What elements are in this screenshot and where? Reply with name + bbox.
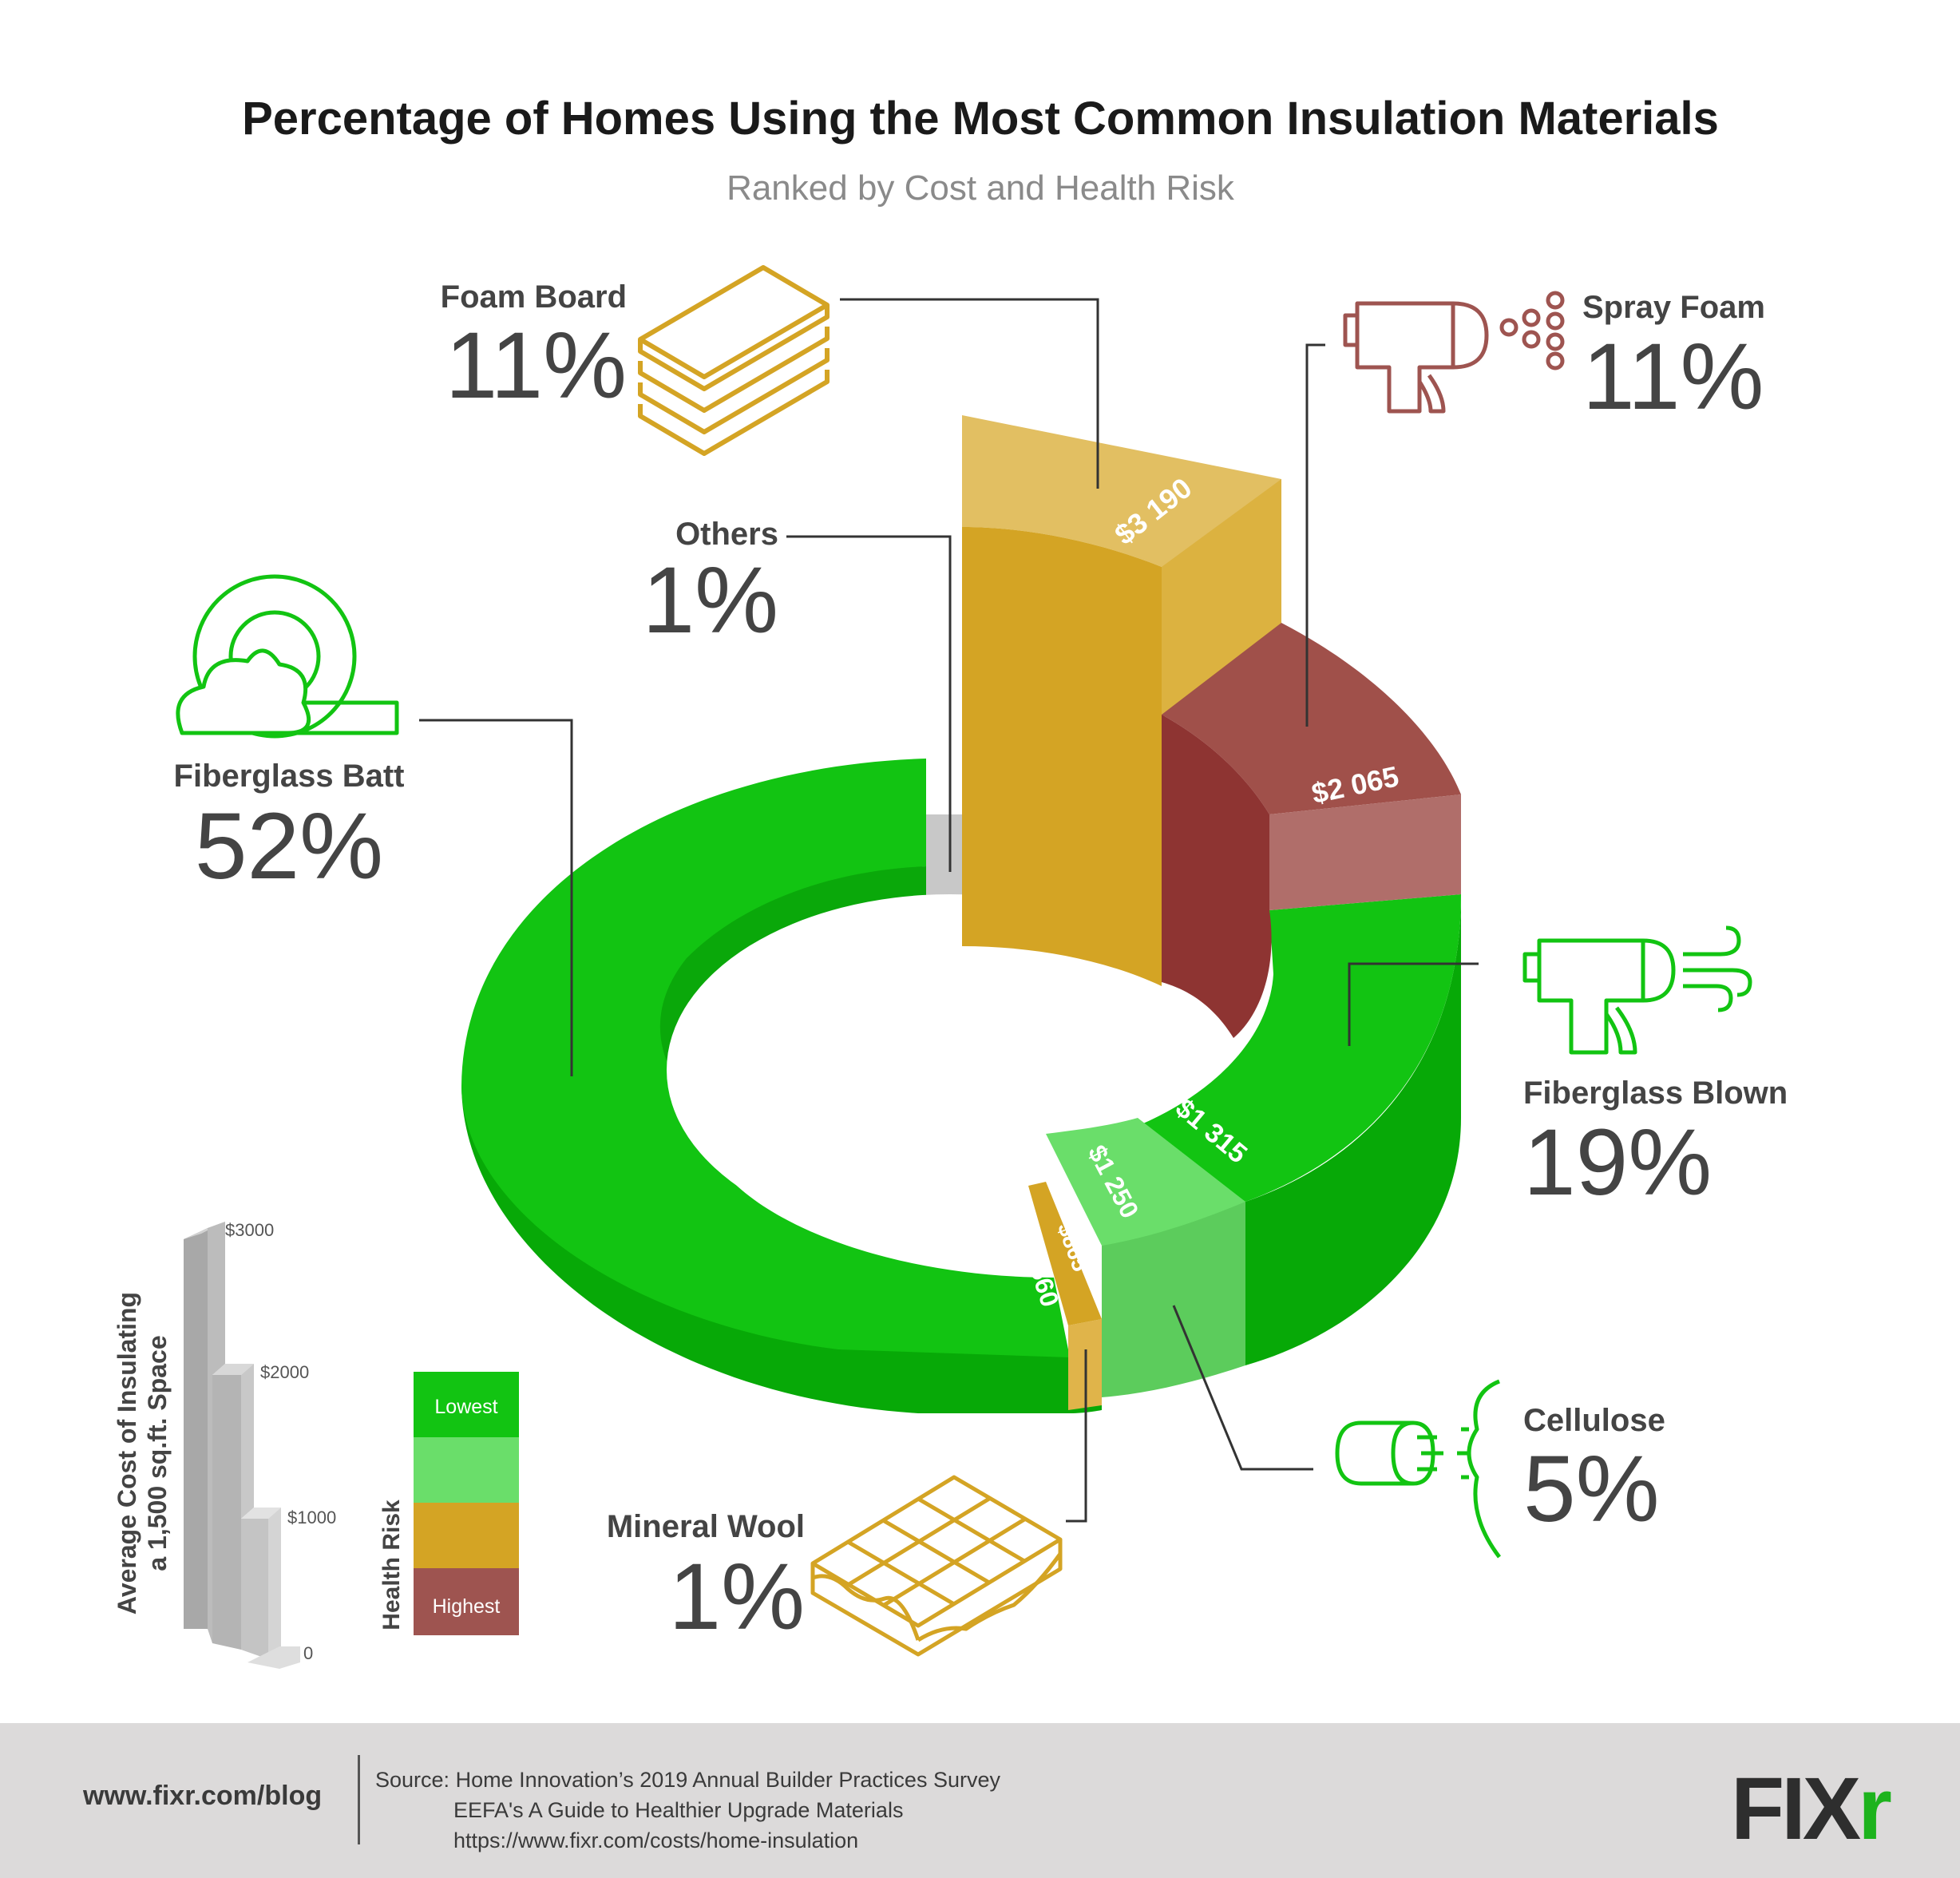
donut-chart: $3 190 $2 065 $1 315 $1 250 $865 $560 (461, 415, 1461, 1413)
logo-accent: r (1858, 1760, 1892, 1858)
cost-axis-bar-step2-top (241, 1508, 281, 1519)
cost-tick-0: 0 (303, 1643, 313, 1663)
source-prefix: Source: (375, 1768, 450, 1792)
label-fiberglass-blown-percent: 19% (1523, 1110, 1712, 1215)
cellulose-sprayer-icon (1335, 1379, 1501, 1559)
cost-axis-label-line1: Average Cost of Insulating (113, 1292, 141, 1615)
slice-mineral-wool (1028, 1182, 1102, 1325)
label-cellulose-percent: 5% (1523, 1436, 1660, 1542)
fixr-logo: FIXr (1731, 1758, 1892, 1860)
risk-swatch-highest (414, 1568, 519, 1635)
foam-board-icon (638, 265, 830, 456)
risk-label-lowest: Lowest (434, 1396, 497, 1418)
leader-others (786, 535, 952, 872)
chart-subtitle: Ranked by Cost and Health Risk (727, 168, 1235, 208)
risk-swatch-high (414, 1503, 519, 1568)
cost-tick-1000: $1000 (287, 1508, 336, 1527)
label-fiberglass-batt-percent: 52% (195, 794, 383, 899)
cost-tick-2000: $2000 (260, 1362, 309, 1382)
chart-title: Percentage of Homes Using the Most Commo… (242, 93, 1719, 145)
footer-divider (358, 1755, 360, 1844)
cost-axis-bar-step1-top (212, 1364, 254, 1375)
risk-label-highest: Highest (433, 1595, 501, 1618)
footer: www.fixr.com/blog Source: Home Innovatio… (0, 1723, 1960, 1878)
mineral-wool-icon (810, 1475, 1063, 1657)
cost-axis: $3000 $2000 $1000 0 Average Cost of Insu… (113, 1220, 336, 1669)
slice-spray-foam-side (1269, 794, 1461, 910)
cost-axis-bar-step1-front (212, 1375, 241, 1650)
cost-axis-label-line2: a 1,500 sq.ft. Space (143, 1335, 172, 1571)
footer-site-link[interactable]: www.fixr.com/blog (83, 1781, 323, 1811)
source-line-1: Home Innovation’s 2019 Annual Builder Pr… (455, 1768, 1000, 1792)
slice-spray-foam-top (1162, 623, 1461, 814)
label-foam-board-name: Foam Board (441, 279, 627, 315)
slice-fiberglass-batt (461, 759, 1070, 1357)
cost-axis-base (247, 1646, 300, 1669)
leader-foam-board (840, 298, 1099, 489)
fiberglass-roll-icon (176, 574, 399, 739)
label-others-percent: 1% (642, 548, 778, 653)
leader-fiberglass-batt (419, 719, 573, 1076)
label-foam-board-percent: 11% (445, 313, 627, 418)
footer-sources: Source: Home Innovation’s 2019 Annual Bu… (375, 1765, 1000, 1856)
leader-cellulose (1172, 1305, 1313, 1471)
slice-fiberglass-blown (1138, 894, 1461, 1202)
logo-main: FIX (1731, 1760, 1861, 1858)
source-line-2: EEFA's A Guide to Healthier Upgrade Mate… (453, 1798, 904, 1822)
leader-spray-foam (1305, 343, 1325, 727)
label-spray-foam-percent: 11% (1582, 324, 1764, 430)
blower-icon (1522, 925, 1752, 1055)
spray-gun-icon (1343, 291, 1565, 414)
leader-mineral-wool (1066, 1349, 1087, 1523)
leader-lines (419, 298, 1479, 1523)
label-fiberglass-blown-name: Fiberglass Blown (1523, 1076, 1788, 1111)
label-fiberglass-batt-name: Fiberglass Batt (174, 759, 405, 794)
label-mineral-wool-name: Mineral Wool (607, 1509, 805, 1544)
health-risk-legend: Lowest Highest Health Risk (378, 1372, 519, 1635)
label-cellulose-name: Cellulose (1523, 1403, 1665, 1438)
label-spray-foam-name: Spray Foam (1582, 290, 1765, 325)
slice-cellulose-wall (1102, 1202, 1245, 1397)
slice-cellulose (1046, 1118, 1245, 1246)
cost-tick-3000: $3000 (225, 1220, 274, 1240)
slice-foam-board-front (962, 527, 1162, 986)
label-mineral-wool-percent: 1% (668, 1544, 805, 1650)
source-line-3[interactable]: https://www.fixr.com/costs/home-insulati… (453, 1828, 859, 1852)
risk-swatch-low (414, 1437, 519, 1503)
cost-axis-bar-mid (208, 1222, 225, 1643)
cost-axis-bar-step2 (268, 1508, 281, 1658)
risk-legend-title: Health Risk (378, 1500, 405, 1630)
slice-labels: Foam Board 11% Spray Foam 11% Others 1% … (174, 279, 1788, 1650)
leader-fiberglass-blown (1348, 962, 1479, 1046)
risk-swatch-lowest (414, 1372, 519, 1437)
cost-axis-bar-step2-front (241, 1519, 268, 1659)
cost-axis-bar-step1 (241, 1364, 254, 1519)
slice-spray-foam-front (1162, 715, 1272, 1038)
label-others-name: Others (675, 517, 778, 552)
cost-axis-bar-front (184, 1228, 208, 1629)
slice-fiberglass-blown-wall (1245, 894, 1461, 1365)
